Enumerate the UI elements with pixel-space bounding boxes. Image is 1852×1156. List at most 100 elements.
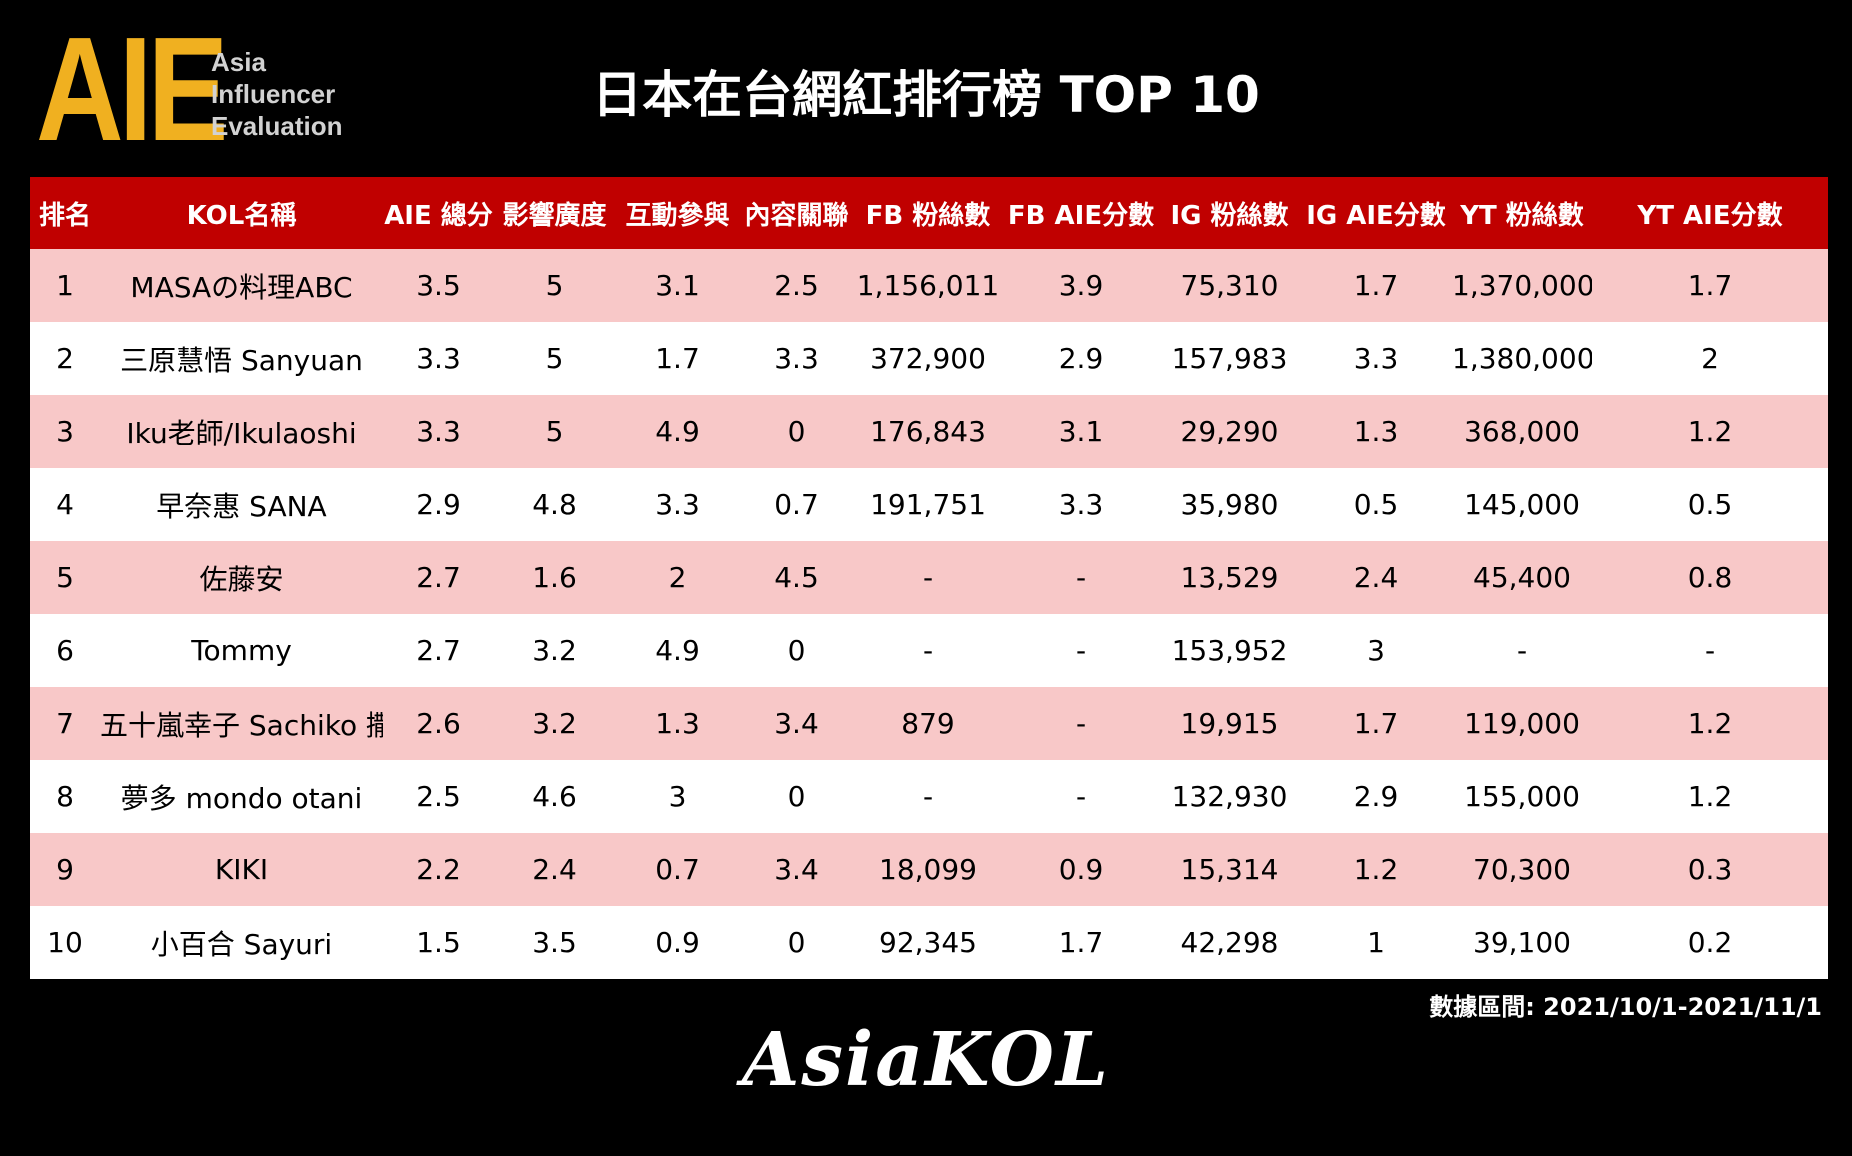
- cell-kol-name: KIKI: [100, 833, 383, 906]
- cell-fb-aie-score: -: [1003, 541, 1159, 614]
- cell-reach: 5: [494, 249, 615, 322]
- cell-yt-fans: 39,100: [1452, 906, 1592, 979]
- cell-ig-fans: 13,529: [1159, 541, 1300, 614]
- cell-relevance: 3.4: [740, 833, 853, 906]
- cell-yt-aie-score: 1.2: [1592, 687, 1828, 760]
- cell-ig-fans: 132,930: [1159, 760, 1300, 833]
- cell-ig-fans: 29,290: [1159, 395, 1300, 468]
- column-header-ig-fans: IG 粉絲數: [1159, 177, 1300, 249]
- cell-ig-aie-score: 1.3: [1300, 395, 1452, 468]
- cell-relevance: 2.5: [740, 249, 853, 322]
- column-header-yt-fans: YT 粉絲數: [1452, 177, 1592, 249]
- cell-fb-fans: 879: [853, 687, 1003, 760]
- cell-relevance: 0.7: [740, 468, 853, 541]
- cell-rank: 6: [30, 614, 100, 687]
- cell-yt-fans: 45,400: [1452, 541, 1592, 614]
- cell-rank: 10: [30, 906, 100, 979]
- cell-ig-fans: 15,314: [1159, 833, 1300, 906]
- cell-aie-total: 2.2: [383, 833, 494, 906]
- cell-fb-aie-score: 2.9: [1003, 322, 1159, 395]
- cell-ig-aie-score: 0.5: [1300, 468, 1452, 541]
- cell-ig-aie-score: 2.4: [1300, 541, 1452, 614]
- cell-yt-fans: 145,000: [1452, 468, 1592, 541]
- cell-engagement: 1.7: [615, 322, 740, 395]
- cell-aie-total: 3.3: [383, 395, 494, 468]
- cell-engagement: 4.9: [615, 395, 740, 468]
- cell-kol-name: Iku老師/Ikulaoshi: [100, 395, 383, 468]
- cell-kol-name: Tommy: [100, 614, 383, 687]
- table-row: 3 Iku老師/Ikulaoshi 3.3 5 4.9 0 176,843 3.1 29,290…: [30, 395, 1828, 468]
- cell-fb-fans: 191,751: [853, 468, 1003, 541]
- cell-engagement: 3.1: [615, 249, 740, 322]
- cell-ig-aie-score: 1.7: [1300, 687, 1452, 760]
- cell-fb-fans: -: [853, 541, 1003, 614]
- cell-engagement: 2: [615, 541, 740, 614]
- cell-yt-aie-score: 0.5: [1592, 468, 1828, 541]
- cell-engagement: 1.3: [615, 687, 740, 760]
- cell-kol-name: 夢多 mondo otani: [100, 760, 383, 833]
- cell-reach: 3.2: [494, 687, 615, 760]
- cell-reach: 3.5: [494, 906, 615, 979]
- table-row: 4 早奈惠 SANA 2.9 4.8 3.3 0.7 191,751 3.3 35,980 0.5…: [30, 468, 1828, 541]
- cell-kol-name: MASAの料理ABC: [100, 249, 383, 322]
- cell-yt-fans: 1,370,000: [1452, 249, 1592, 322]
- cell-reach: 5: [494, 322, 615, 395]
- cell-fb-fans: 372,900: [853, 322, 1003, 395]
- cell-yt-aie-score: 1.2: [1592, 395, 1828, 468]
- aie-logo-words: Asia Influencer Evaluation: [211, 46, 342, 142]
- cell-aie-total: 2.5: [383, 760, 494, 833]
- cell-ig-aie-score: 3: [1300, 614, 1452, 687]
- column-header-yt-aie-score: YT AIE分數: [1592, 177, 1828, 249]
- cell-fb-fans: 1,156,011: [853, 249, 1003, 322]
- cell-yt-aie-score: 1.7: [1592, 249, 1828, 322]
- table-row: 1 MASAの料理ABC 3.5 5 3.1 2.5 1,156,011 3.9 75,310 1…: [30, 249, 1828, 322]
- table-row: 5 佐藤安 2.7 1.6 2 4.5- -13,529 2.4 45,400 0.8: [30, 541, 1828, 614]
- cell-aie-total: 3.5: [383, 249, 494, 322]
- cell-yt-fans: 1,380,000: [1452, 322, 1592, 395]
- cell-reach: 5: [494, 395, 615, 468]
- cell-ig-aie-score: 3.3: [1300, 322, 1452, 395]
- cell-aie-total: 2.9: [383, 468, 494, 541]
- cell-fb-aie-score: 3.3: [1003, 468, 1159, 541]
- cell-ig-fans: 19,915: [1159, 687, 1300, 760]
- column-header-fb-fans: FB 粉絲數: [853, 177, 1003, 249]
- cell-reach: 2.4: [494, 833, 615, 906]
- column-header-relevance: 內容關聯: [740, 177, 853, 249]
- column-header-aie-total: AIE 總分: [383, 177, 494, 249]
- cell-fb-aie-score: -: [1003, 687, 1159, 760]
- cell-yt-aie-score: 0.2: [1592, 906, 1828, 979]
- cell-reach: 4.8: [494, 468, 615, 541]
- cell-kol-name: 五十嵐幸子 Sachiko 撒醬: [100, 687, 383, 760]
- cell-rank: 8: [30, 760, 100, 833]
- table-body: 1 MASAの料理ABC 3.5 5 3.1 2.5 1,156,011 3.9 75,310 1…: [30, 249, 1828, 979]
- table-row: 2 三原慧悟 Sanyuan 3.3 5 1.7 3.3 372,900 2.9 157,983…: [30, 322, 1828, 395]
- cell-yt-aie-score: 2: [1592, 322, 1828, 395]
- cell-engagement: 0.7: [615, 833, 740, 906]
- table-row: 9 KIKI 2.2 2.4 0.7 3.4 18,099 0.9 15,314 1.2 70,30…: [30, 833, 1828, 906]
- cell-relevance: 0: [740, 906, 853, 979]
- cell-reach: 3.2: [494, 614, 615, 687]
- cell-fb-fans: -: [853, 760, 1003, 833]
- cell-kol-name: 早奈惠 SANA: [100, 468, 383, 541]
- column-header-ig-aie-score: IG AIE分數: [1300, 177, 1452, 249]
- column-header-kol-name: KOL名稱: [100, 177, 383, 249]
- cell-relevance: 0: [740, 395, 853, 468]
- cell-yt-fans: -: [1452, 614, 1592, 687]
- cell-yt-aie-score: 0.3: [1592, 833, 1828, 906]
- cell-ig-fans: 157,983: [1159, 322, 1300, 395]
- cell-kol-name: 三原慧悟 Sanyuan: [100, 322, 383, 395]
- cell-fb-aie-score: 3.1: [1003, 395, 1159, 468]
- cell-ig-fans: 35,980: [1159, 468, 1300, 541]
- cell-rank: 4: [30, 468, 100, 541]
- aie-logo-mark: AIE: [36, 7, 228, 172]
- cell-fb-aie-score: -: [1003, 760, 1159, 833]
- column-header-engagement: 互動參與: [615, 177, 740, 249]
- cell-kol-name: 小百合 Sayuri: [100, 906, 383, 979]
- aie-logo: AIE Asia Influencer Evaluation: [36, 7, 356, 172]
- cell-engagement: 0.9: [615, 906, 740, 979]
- table-row: 10 小百合 Sayuri 1.5 3.5 0.9 0 92,345 1.7 42,298 1 39…: [30, 906, 1828, 979]
- cell-fb-fans: -: [853, 614, 1003, 687]
- cell-kol-name: 佐藤安: [100, 541, 383, 614]
- cell-reach: 1.6: [494, 541, 615, 614]
